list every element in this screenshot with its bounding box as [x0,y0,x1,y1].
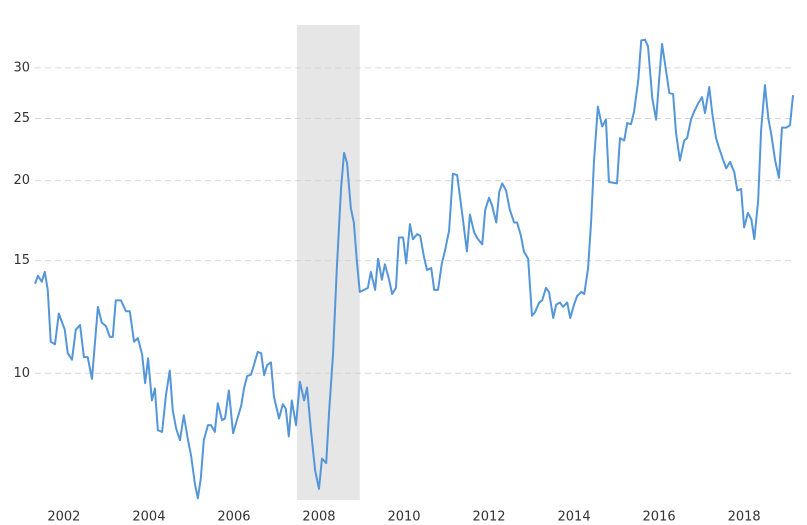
x-tick-label: 2010 [387,510,420,525]
x-tick-label: 2018 [728,510,761,525]
y-tick-label: 15 [13,253,30,268]
x-tick-label: 2002 [47,510,80,525]
x-tick-label: 2006 [217,510,250,525]
x-tick-label: 2008 [302,510,335,525]
x-tick-label: 2012 [472,510,505,525]
y-tick-label: 20 [13,173,30,188]
y-tick-label: 30 [13,60,30,75]
x-tick-label: 2004 [132,510,165,525]
x-tick-label: 2014 [558,510,591,525]
line-series [34,38,794,500]
y-tick-label: 10 [13,366,30,381]
y-tick-label: 25 [13,111,30,126]
x-tick-label: 2016 [643,510,676,525]
